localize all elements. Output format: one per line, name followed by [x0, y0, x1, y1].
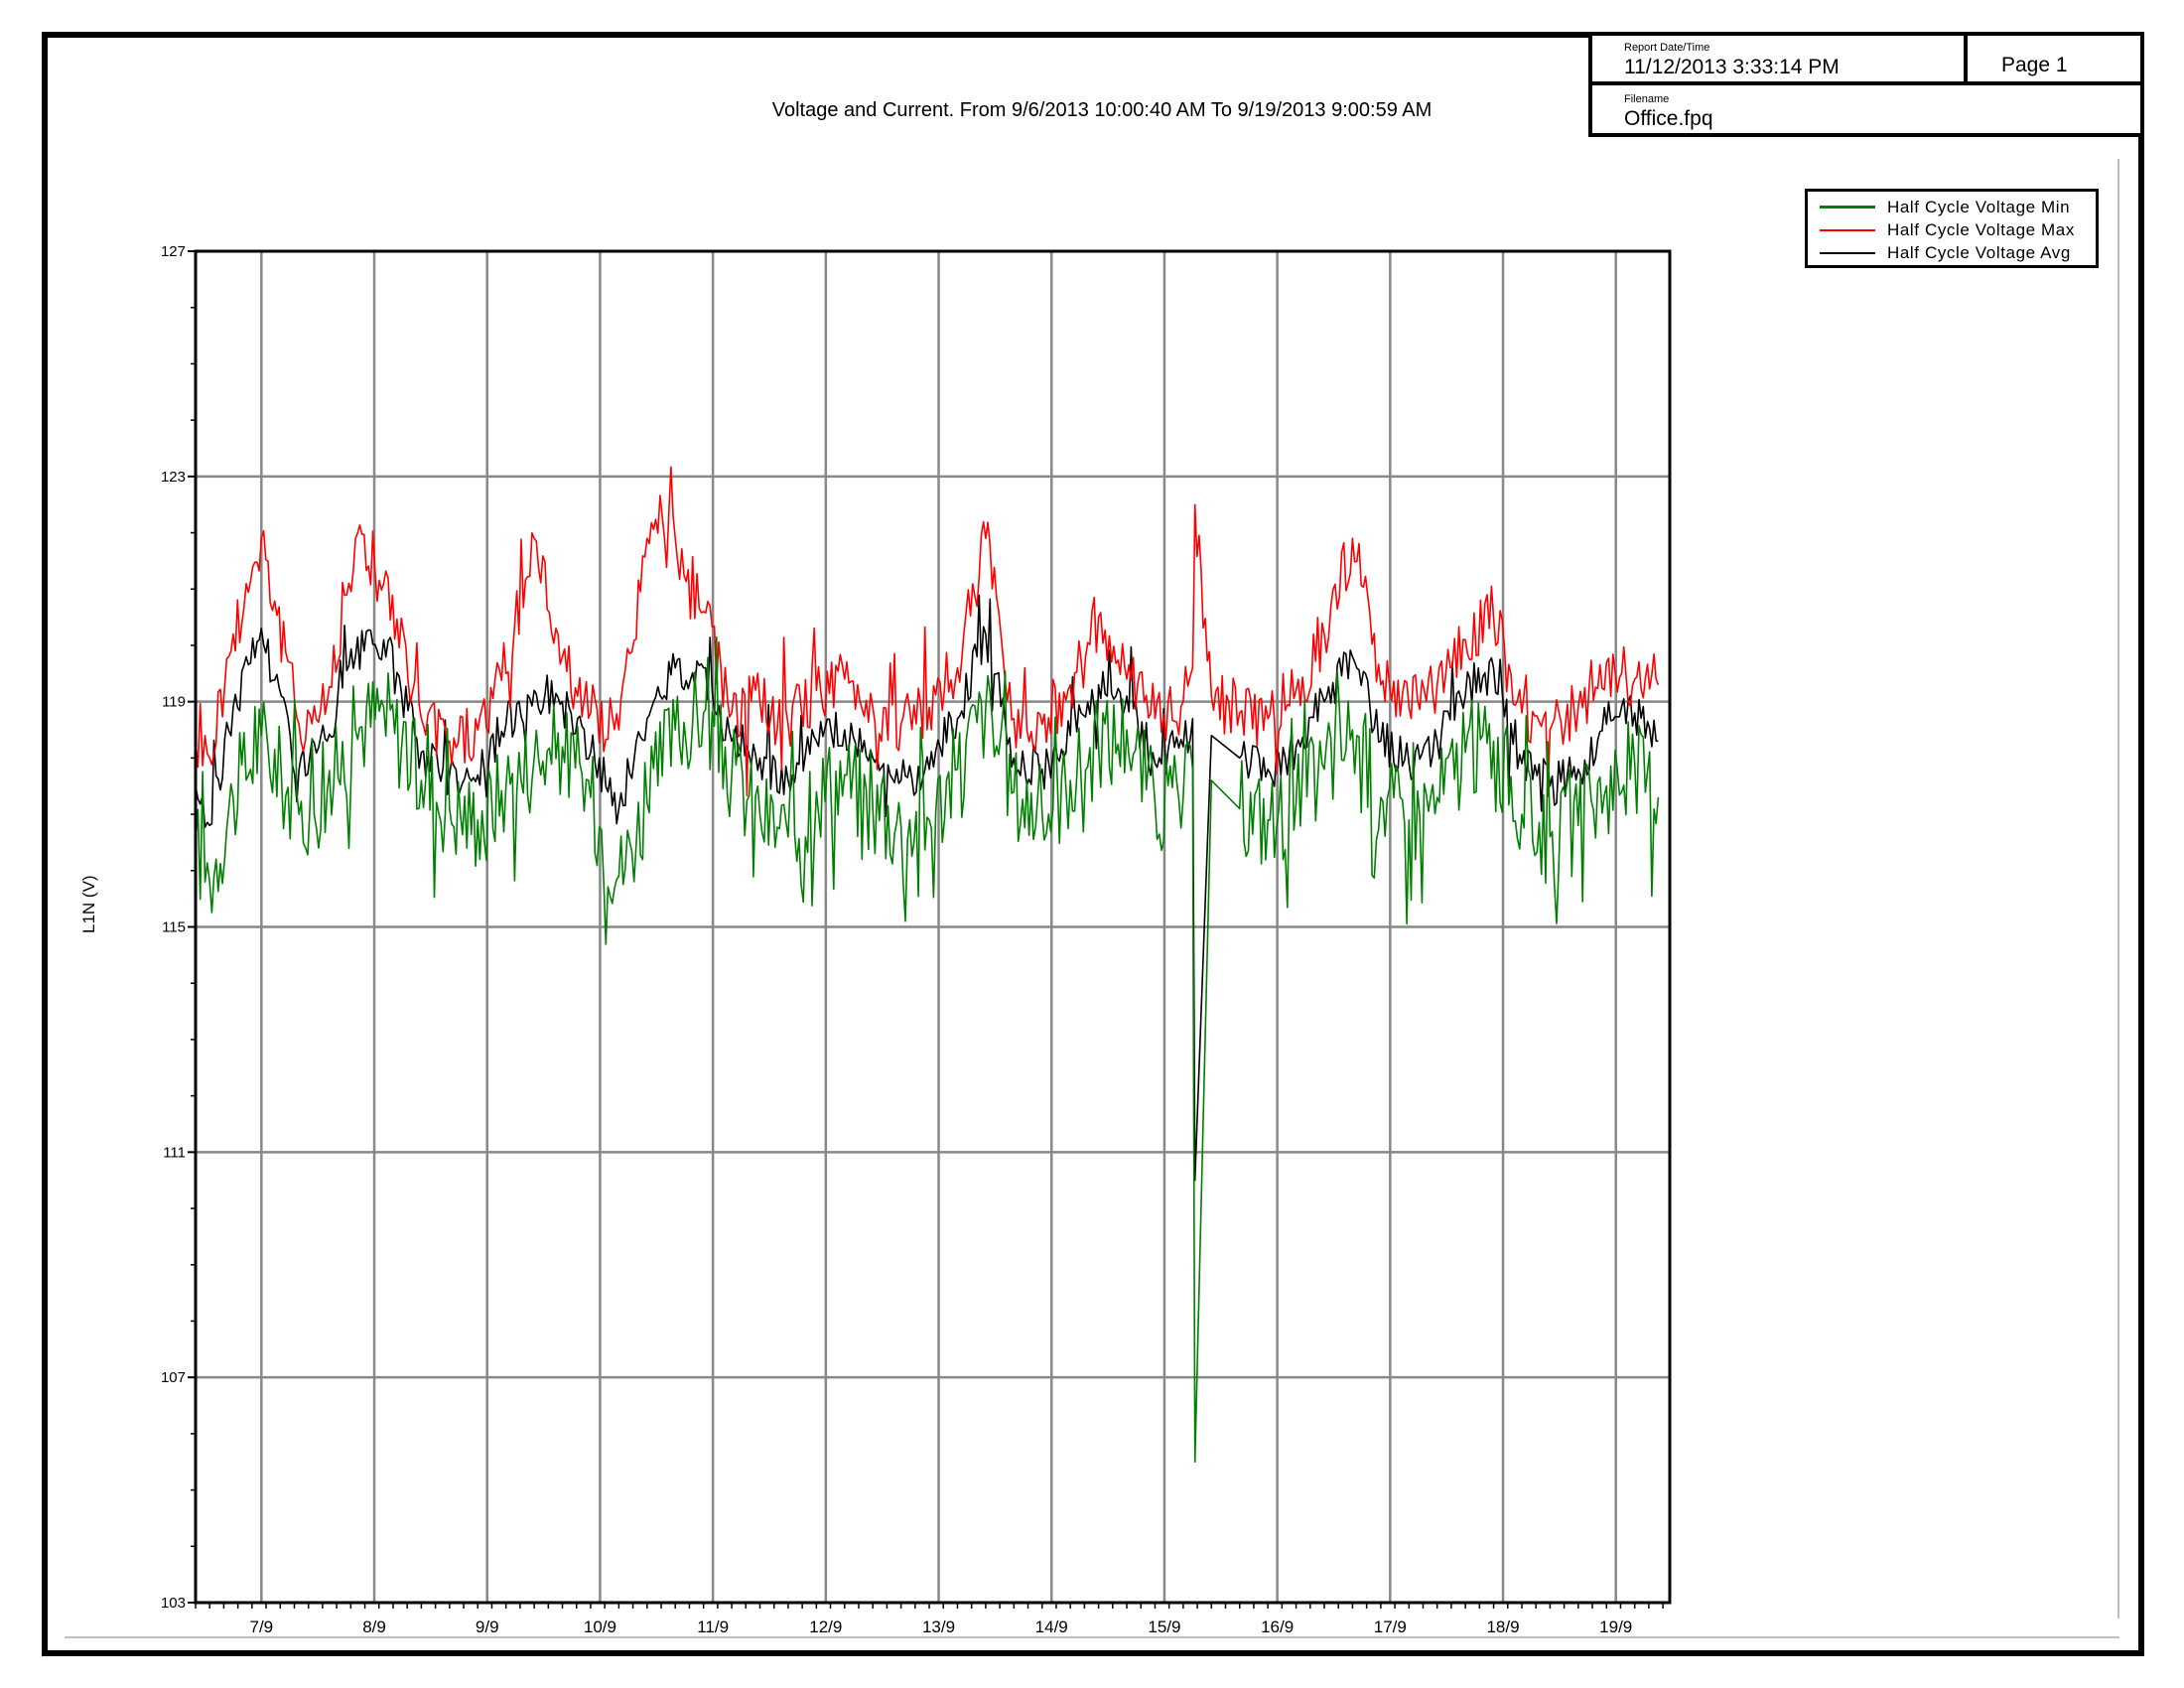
legend-label-min: Half Cycle Voltage Min: [1887, 197, 2071, 216]
x-tick-label: 7/9: [250, 1618, 274, 1636]
y-tick-label: 107: [161, 1369, 186, 1386]
series-line-max: [195, 466, 1660, 797]
legend-item-min: Half Cycle Voltage Min: [1808, 196, 2096, 218]
y-tick-label: 119: [162, 694, 186, 711]
x-tick-label: 19/9: [1599, 1618, 1632, 1636]
chart-title: Voltage and Current. From 9/6/2013 10:00…: [771, 99, 1433, 121]
x-tick-label: 15/9: [1148, 1618, 1180, 1636]
page-number: Page 1: [2001, 54, 2068, 76]
x-tick-label: 13/9: [922, 1618, 955, 1636]
y-tick-label: 111: [163, 1144, 186, 1161]
x-tick-label: 12/9: [809, 1618, 842, 1636]
page-inner-border-right: [2117, 159, 2119, 1618]
filename-label: Filename: [1624, 93, 1670, 105]
y-tick-label: 127: [161, 243, 186, 260]
report-datetime-value: 11/12/2013 3:33:14 PM: [1624, 56, 1840, 78]
y-tick-label: 115: [162, 919, 186, 936]
legend-label-max: Half Cycle Voltage Max: [1887, 219, 2075, 239]
y-tick-label: 123: [161, 469, 186, 486]
page-inner-border-bottom: [65, 1636, 2119, 1638]
x-tick-label: 17/9: [1374, 1618, 1407, 1636]
legend-swatch-max: [1820, 228, 1875, 231]
legend-item-max: Half Cycle Voltage Max: [1808, 218, 2096, 241]
series-line-min: [195, 635, 1660, 1463]
x-tick-label: 16/9: [1261, 1618, 1294, 1636]
page-frame: [42, 32, 2144, 1656]
x-tick-label: 14/9: [1035, 1618, 1068, 1636]
x-tick-label: 11/9: [697, 1618, 729, 1636]
report-datetime-label: Report Date/Time: [1624, 42, 1710, 54]
x-tick-label: 10/9: [584, 1618, 616, 1636]
filename-box: Filename Office.fpq: [1588, 81, 2144, 137]
x-tick-label: 9/9: [476, 1618, 499, 1636]
legend-swatch-avg: [1820, 251, 1875, 254]
legend-label-avg: Half Cycle Voltage Avg: [1887, 242, 2071, 262]
report-datetime-box: Report Date/Time 11/12/2013 3:33:14 PM: [1588, 32, 1968, 85]
legend-item-avg: Half Cycle Voltage Avg: [1808, 241, 2096, 264]
x-tick-label: 18/9: [1486, 1618, 1519, 1636]
plot-border: [194, 249, 1672, 1605]
legend-swatch-min: [1820, 206, 1875, 209]
x-tick-label: 8/9: [362, 1618, 386, 1636]
series-line-avg: [195, 594, 1659, 1182]
y-tick-label: 103: [161, 1595, 186, 1612]
filename-value: Office.fpq: [1624, 107, 1713, 130]
chart-legend: Half Cycle Voltage Min Half Cycle Voltag…: [1805, 189, 2099, 268]
